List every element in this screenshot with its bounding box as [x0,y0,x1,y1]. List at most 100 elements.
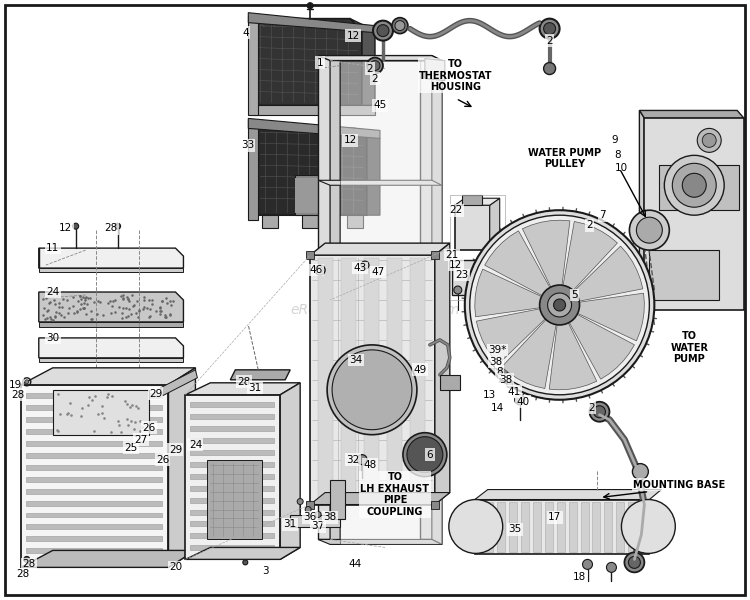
Polygon shape [185,395,280,559]
Circle shape [73,223,79,229]
Text: 36: 36 [304,512,316,523]
Polygon shape [484,502,493,553]
Polygon shape [347,215,363,228]
Circle shape [317,267,323,273]
Polygon shape [190,461,274,467]
Polygon shape [254,106,375,115]
Text: 13: 13 [483,390,496,400]
Polygon shape [340,61,442,544]
Text: 43: 43 [353,263,367,273]
Polygon shape [549,321,597,390]
Circle shape [395,20,405,31]
Text: 28: 28 [104,223,117,233]
Circle shape [315,512,321,517]
Polygon shape [26,452,163,458]
Polygon shape [350,19,375,106]
Text: TO
LH EXHAUST
PIPE
COUPLING: TO LH EXHAUST PIPE COUPLING [361,472,430,517]
Text: 2: 2 [372,74,378,83]
Text: 20: 20 [169,562,182,572]
Polygon shape [26,488,163,494]
Circle shape [465,210,654,400]
Polygon shape [190,521,274,526]
Circle shape [380,350,396,366]
Circle shape [544,23,556,35]
Circle shape [308,2,314,8]
Text: 38: 38 [489,357,502,367]
Polygon shape [440,375,460,390]
Text: 10: 10 [615,163,628,173]
Text: 28: 28 [11,390,25,400]
Circle shape [702,133,716,148]
Polygon shape [568,313,634,379]
Polygon shape [39,322,184,327]
Circle shape [698,128,721,152]
Polygon shape [430,251,439,259]
Circle shape [583,559,592,569]
Polygon shape [160,370,197,396]
Polygon shape [26,405,163,410]
Polygon shape [430,500,439,509]
Circle shape [377,25,389,37]
Polygon shape [410,258,425,503]
Polygon shape [644,118,744,310]
Polygon shape [26,440,163,446]
Polygon shape [640,110,644,310]
Text: 12: 12 [344,136,357,145]
Text: 41: 41 [507,387,520,397]
Polygon shape [659,166,740,210]
Polygon shape [296,178,328,213]
Text: 40: 40 [516,397,530,407]
Circle shape [367,58,383,74]
Polygon shape [262,215,278,228]
Polygon shape [190,414,274,419]
Text: 29: 29 [149,389,162,399]
Polygon shape [544,502,553,553]
Text: 26: 26 [142,423,155,433]
Text: 48: 48 [364,460,376,470]
Circle shape [297,499,303,505]
Text: 6: 6 [427,449,433,460]
Polygon shape [185,383,300,395]
Polygon shape [310,493,450,505]
Circle shape [554,299,566,311]
Circle shape [501,366,509,374]
Polygon shape [39,358,184,362]
Polygon shape [169,368,196,568]
Circle shape [327,345,417,434]
Polygon shape [502,318,556,389]
Circle shape [664,155,724,215]
Text: 2: 2 [586,220,592,230]
Polygon shape [435,243,450,505]
Polygon shape [318,56,442,61]
Circle shape [392,17,408,34]
Text: 34: 34 [350,355,363,365]
Text: 17: 17 [548,512,561,523]
Polygon shape [185,547,300,559]
Text: 11: 11 [46,243,59,253]
Polygon shape [628,502,637,553]
Polygon shape [302,215,318,228]
Polygon shape [296,175,330,215]
Polygon shape [462,195,482,205]
Text: 38: 38 [499,375,512,385]
Text: 37: 37 [311,521,325,532]
Polygon shape [387,258,402,503]
Text: 2: 2 [588,403,595,413]
Circle shape [24,556,30,562]
Circle shape [507,382,513,388]
Polygon shape [290,515,340,527]
Polygon shape [488,253,498,295]
Circle shape [370,61,380,71]
Text: MOUNTING BASE: MOUNTING BASE [633,479,725,490]
Circle shape [632,464,648,479]
Polygon shape [190,497,274,503]
Polygon shape [509,502,517,553]
Polygon shape [310,243,450,255]
Text: 38: 38 [323,512,337,523]
Polygon shape [640,110,744,118]
Polygon shape [454,198,500,205]
Circle shape [373,20,393,41]
Polygon shape [355,128,380,215]
Polygon shape [475,269,543,317]
Polygon shape [330,479,345,520]
